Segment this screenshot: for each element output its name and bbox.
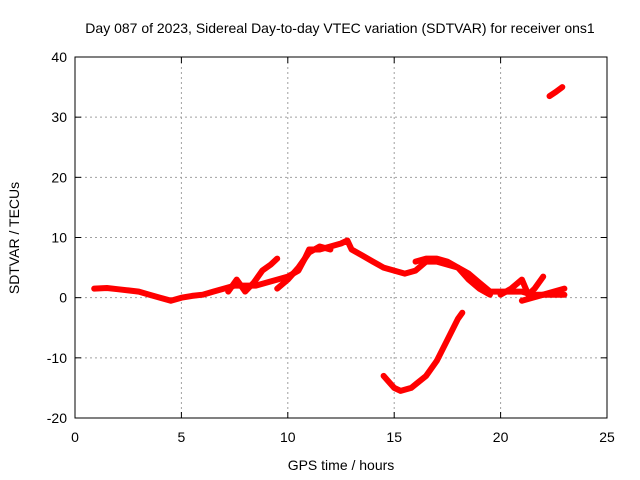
grid: [75, 57, 607, 418]
x-tick-label: 10: [280, 429, 296, 445]
series-line-ons1-b: [225, 255, 281, 295]
y-tick-label: 20: [51, 169, 67, 185]
plot-frame: [74, 56, 608, 419]
series-line-ons1-e: [497, 273, 547, 298]
series-line-ons1-h: [546, 84, 566, 100]
x-axis-label: GPS time / hours: [288, 457, 395, 473]
series-line-ons1-f: [518, 285, 568, 304]
x-tick-label: 20: [493, 429, 509, 445]
series-line-ons1-g: [380, 309, 466, 394]
y-tick-label: 0: [59, 290, 67, 306]
y-tick-label: -20: [47, 410, 67, 426]
y-tick-label: 10: [51, 230, 67, 246]
y-tick-label: -10: [47, 350, 67, 366]
x-tick-label: 0: [71, 429, 79, 445]
series-line-ons1-c: [274, 243, 334, 292]
chart-title: Day 087 of 2023, Sidereal Day-to-day VTE…: [85, 20, 595, 36]
plot-area: [91, 84, 568, 394]
x-tick-label: 25: [599, 429, 615, 445]
y-axis-label: SDTVAR / TECUs: [6, 182, 22, 294]
y-tick-label: 30: [51, 109, 67, 125]
x-tick-label: 5: [178, 429, 186, 445]
series-line-ons1-d: [412, 255, 493, 298]
x-tick-label: 15: [386, 429, 402, 445]
y-tick-label: 40: [51, 49, 67, 65]
